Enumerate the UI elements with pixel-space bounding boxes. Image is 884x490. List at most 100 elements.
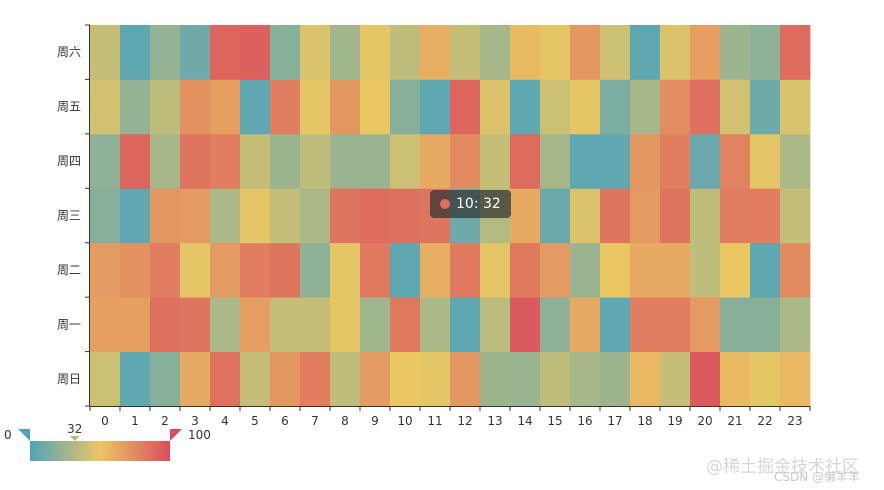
heatmap-cell[interactable] [450,133,481,189]
heatmap-cell[interactable] [690,25,721,80]
heatmap-cell[interactable] [690,351,721,407]
heatmap-cell[interactable] [540,242,571,298]
heatmap-cell[interactable] [660,297,691,352]
heatmap-cell[interactable] [600,297,631,352]
heatmap-cell[interactable] [510,242,541,298]
heatmap-cell[interactable] [600,133,631,189]
heatmap-cell[interactable] [600,188,631,244]
heatmap-cell[interactable] [270,25,301,80]
heatmap-cell[interactable] [180,133,211,189]
heatmap-cell[interactable] [330,25,361,80]
heatmap-cell[interactable] [120,242,151,298]
heatmap-cell[interactable] [180,79,211,135]
heatmap-cell[interactable] [270,242,301,298]
visual-map-bar[interactable] [30,441,170,461]
heatmap-cell[interactable] [240,79,271,135]
heatmap-cell[interactable] [330,351,361,407]
heatmap-cell[interactable] [630,351,661,407]
heatmap-cell[interactable] [660,351,691,407]
heatmap-cell[interactable] [390,133,421,189]
heatmap-cell[interactable] [210,79,241,135]
heatmap-cell[interactable] [750,79,781,135]
heatmap-cell[interactable] [780,133,811,189]
heatmap-cell[interactable] [570,133,601,189]
heatmap-cell[interactable] [540,133,571,189]
heatmap-cell[interactable] [360,133,391,189]
visual-map-max-handle[interactable] [170,429,182,441]
heatmap-cell[interactable] [360,242,391,298]
heatmap-cell[interactable] [600,242,631,298]
heatmap-cell[interactable] [180,242,211,298]
heatmap-cell[interactable] [690,79,721,135]
heatmap-cell[interactable] [120,79,151,135]
heatmap-cell[interactable] [780,79,811,135]
heatmap-cell[interactable] [180,297,211,352]
heatmap-cell[interactable] [780,242,811,298]
visual-map-min-handle[interactable] [18,429,30,441]
heatmap-cell[interactable] [180,25,211,80]
heatmap-cell[interactable] [720,25,751,80]
heatmap-cell[interactable] [690,297,721,352]
heatmap-cell[interactable] [510,79,541,135]
heatmap-cell[interactable] [630,133,661,189]
heatmap-cell[interactable] [330,188,361,244]
heatmap-cell[interactable] [660,133,691,189]
heatmap-cell[interactable] [720,133,751,189]
heatmap-cell[interactable] [210,242,241,298]
heatmap-cell[interactable] [240,297,271,352]
heatmap-cell[interactable] [90,25,121,80]
heatmap-cell[interactable] [180,188,211,244]
heatmap-cell[interactable] [90,242,121,298]
heatmap-cell[interactable] [660,79,691,135]
heatmap-cell[interactable] [210,133,241,189]
heatmap-cell[interactable] [300,297,331,352]
heatmap-cell[interactable] [720,79,751,135]
heatmap-cell[interactable] [420,242,451,298]
heatmap-cell[interactable] [480,351,511,407]
heatmap-cell[interactable] [270,297,301,352]
heatmap-cell[interactable] [300,188,331,244]
heatmap-cell[interactable] [450,351,481,407]
heatmap-cell[interactable] [600,79,631,135]
heatmap-cell[interactable] [780,297,811,352]
heatmap-cell[interactable] [540,351,571,407]
heatmap-cell[interactable] [360,25,391,80]
heatmap-cell[interactable] [690,188,721,244]
heatmap-cell[interactable] [600,25,631,80]
heatmap-cell[interactable] [750,188,781,244]
heatmap-cell[interactable] [270,79,301,135]
heatmap-cell[interactable] [570,79,601,135]
heatmap-cell[interactable] [630,79,661,135]
heatmap-cell[interactable] [750,351,781,407]
heatmap-cell[interactable] [780,351,811,407]
heatmap-cell[interactable] [240,242,271,298]
heatmap-cell[interactable] [330,79,361,135]
heatmap-cell[interactable] [120,297,151,352]
heatmap-cell[interactable] [180,351,211,407]
heatmap-cell[interactable] [660,188,691,244]
heatmap-cell[interactable] [750,25,781,80]
heatmap-cell[interactable] [120,351,151,407]
heatmap-cell[interactable] [90,79,121,135]
heatmap-cell[interactable] [420,79,451,135]
heatmap-cell[interactable] [150,25,181,80]
heatmap-cell[interactable] [450,242,481,298]
heatmap-cell[interactable] [150,297,181,352]
heatmap-cell[interactable] [270,351,301,407]
heatmap-cell[interactable] [210,188,241,244]
heatmap-cell[interactable] [150,79,181,135]
heatmap-cell[interactable] [450,297,481,352]
heatmap-cell[interactable] [540,188,571,244]
heatmap-cell[interactable] [150,133,181,189]
heatmap-cell[interactable] [330,242,361,298]
heatmap-cell[interactable] [270,188,301,244]
heatmap-cell[interactable] [600,351,631,407]
heatmap-cell[interactable] [90,351,121,407]
heatmap-cell[interactable] [720,297,751,352]
heatmap-cell[interactable] [360,351,391,407]
heatmap-cell[interactable] [150,351,181,407]
heatmap-cell[interactable] [570,297,601,352]
heatmap-cell[interactable] [540,297,571,352]
heatmap-cell[interactable] [240,188,271,244]
heatmap-cell[interactable] [240,25,271,80]
